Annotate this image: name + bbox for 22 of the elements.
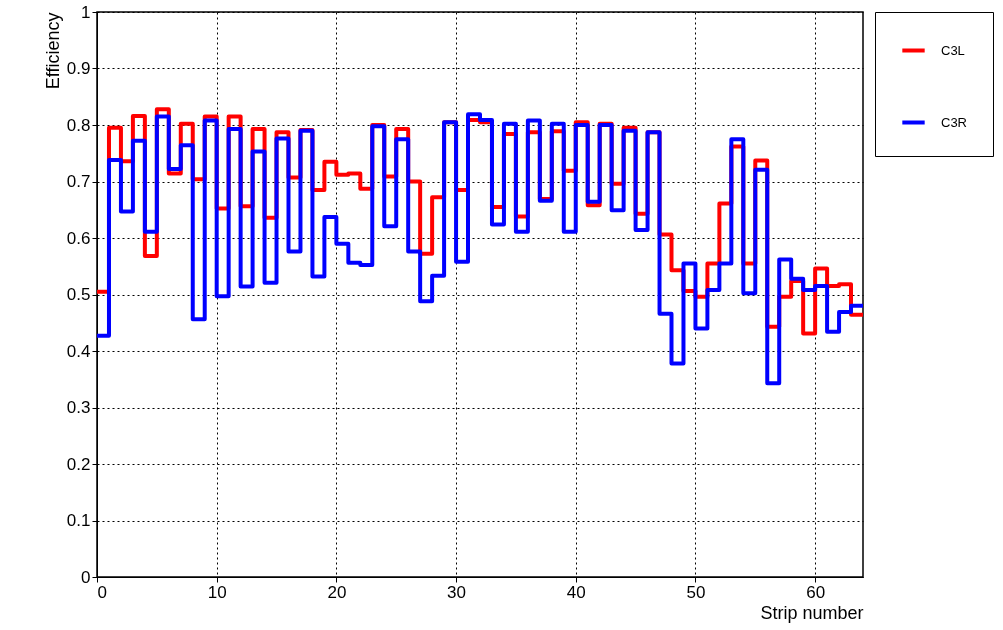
y-tick-label: 1 <box>81 2 91 22</box>
y-tick-label: 0.9 <box>66 59 91 78</box>
y-tick-label: 0.5 <box>66 285 91 304</box>
legend-label: C3R <box>941 114 968 130</box>
x-tick-label: 40 <box>566 582 586 602</box>
y-tick-label: 0.2 <box>66 454 91 474</box>
x-tick-label: 20 <box>327 582 347 602</box>
x-axis-title: Strip number <box>760 602 864 623</box>
x-tick-label: 10 <box>207 582 227 602</box>
y-tick-label: 0.7 <box>66 172 91 191</box>
y-tick-label: 0.1 <box>66 511 91 530</box>
y-tick-label: 0 <box>81 567 91 587</box>
legend-label: C3L <box>941 42 965 58</box>
y-tick-label: 0.6 <box>66 228 91 248</box>
x-tick-label: 60 <box>806 582 826 602</box>
y-tick-label: 0.4 <box>66 341 91 361</box>
x-tick-label: 50 <box>686 582 706 602</box>
y-tick-label: 0.3 <box>66 398 91 417</box>
x-tick-label: 30 <box>447 582 467 602</box>
x-tick-label: 0 <box>97 582 107 602</box>
y-tick-label: 0.8 <box>66 115 91 135</box>
y-axis-title: Efficiency <box>42 12 63 90</box>
